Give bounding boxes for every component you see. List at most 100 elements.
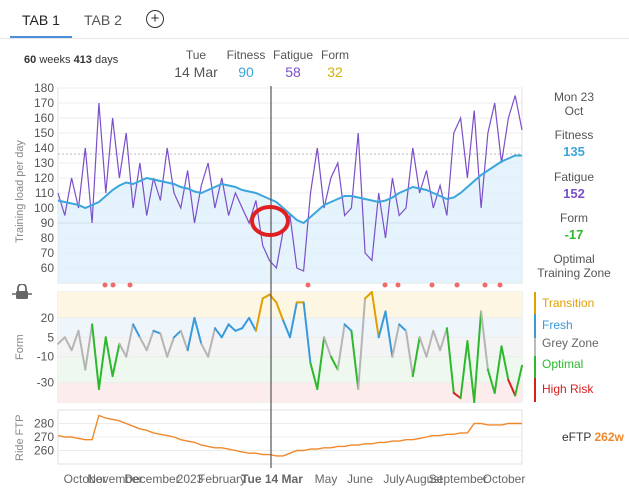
zone-optimal-band: [58, 356, 522, 383]
cursor-fatigue: Fatigue 58: [270, 48, 316, 80]
form-segment: [138, 336, 148, 352]
form-segment: [391, 323, 401, 358]
form-segment: [336, 323, 346, 371]
x-tick-label: June: [347, 472, 373, 486]
form-segment: [132, 323, 141, 339]
form-segment: [445, 327, 455, 394]
form-segment: [166, 336, 175, 358]
form-segment: [507, 379, 517, 397]
form-segment: [179, 329, 189, 352]
form-segment: [186, 316, 196, 352]
cursor-form-label: Form: [321, 48, 349, 62]
form-segment: [261, 293, 271, 300]
y-tick-label: 70: [41, 246, 55, 260]
highlight-circle: [250, 205, 290, 237]
cursor-fitness: Fitness 90: [224, 48, 268, 80]
x-tick-label: 2023: [177, 472, 204, 486]
y-tick-label: 110: [35, 186, 54, 200]
y-tick-label: 280: [34, 417, 54, 431]
y-tick-label: 120: [34, 171, 54, 185]
form-segment: [302, 301, 312, 365]
event-marker: [102, 282, 108, 288]
cursor-fatigue-label: Fatigue: [272, 48, 314, 62]
tab-divider: [0, 38, 629, 39]
tab-1[interactable]: TAB 1: [22, 12, 60, 28]
form-segment: [282, 319, 291, 339]
cursor-date-value: 14 Mar: [174, 64, 218, 80]
y-tick-label: 80: [41, 231, 55, 245]
event-marker: [127, 282, 133, 288]
x-tick-label: December: [124, 472, 179, 486]
event-marker: [395, 282, 401, 288]
zone-fresh-label: Fresh: [542, 318, 573, 332]
plus-circle-icon[interactable]: +: [146, 10, 164, 28]
form-segment: [97, 336, 107, 391]
form-segment: [220, 323, 230, 339]
form-segment: [159, 332, 169, 358]
form-segment: [152, 329, 162, 335]
form-segment: [63, 336, 73, 352]
form-segment: [241, 316, 251, 330]
summary-fatigue: Fatigue 152: [519, 170, 629, 201]
summary-form-label: Form: [560, 211, 588, 225]
days-label: days: [94, 54, 119, 66]
form-segment: [439, 327, 448, 352]
y-tick-label: 260: [34, 444, 54, 458]
form-segment: [350, 329, 360, 391]
cursor-day: Tue: [185, 48, 207, 62]
x-tick-label: November: [87, 472, 142, 486]
form-segment: [398, 323, 407, 332]
tab-bar: TAB 1 TAB 2 +: [0, 0, 629, 40]
date-range-summary: 60 weeks 413 days: [24, 54, 118, 66]
ftp-line: [57, 414, 522, 457]
y-tick-label: 140: [34, 141, 54, 155]
y-tick-label: 270: [34, 430, 54, 444]
y-tick-label: 20: [41, 311, 55, 325]
form-segment: [125, 323, 135, 358]
y-tick-label: 170: [34, 96, 54, 110]
fatigue-line: [57, 95, 523, 272]
zone-optimal-label: Optimal: [542, 357, 584, 371]
eftp-label: eFTP: [562, 430, 592, 444]
form-segment: [384, 310, 394, 358]
form-segment: [486, 368, 496, 394]
summary-day: Mon 23: [553, 90, 595, 104]
form-segment: [370, 291, 380, 339]
lock-icon[interactable]: [12, 283, 32, 300]
summary-form: Form -17: [519, 211, 629, 242]
x-tick-label: August: [405, 472, 443, 486]
form-segment: [473, 310, 483, 403]
cursor-fatigue-value: 58: [285, 64, 301, 80]
zone-highrisk-label: High Risk: [542, 382, 594, 396]
form-segment: [227, 323, 237, 332]
form-segment: [500, 345, 510, 381]
y-tick-label: 60: [41, 261, 55, 275]
eftp-summary: eFTP 262w: [562, 430, 624, 444]
form-segment: [84, 323, 94, 371]
form-segment: [104, 336, 114, 378]
y-tick-label: 130: [34, 156, 54, 170]
cursor-fitness-label: Fitness: [226, 48, 266, 62]
active-tab-indicator: [10, 36, 72, 38]
form-segment: [452, 391, 462, 400]
form-segment: [323, 336, 332, 358]
y-tick-label: 150: [34, 126, 54, 140]
form-segment: [118, 342, 128, 358]
form-segment: [200, 342, 210, 358]
cursor-form-value: 32: [327, 64, 343, 80]
y-tick-label: 160: [34, 111, 54, 125]
form-segment: [207, 327, 216, 358]
event-marker: [305, 282, 311, 288]
form-segment: [173, 329, 182, 339]
y-tick-label: 90: [41, 216, 55, 230]
fitness-line: [57, 154, 522, 225]
form-segment: [411, 336, 421, 378]
zone-grey-band: [58, 337, 522, 357]
x-tick-label: September: [429, 472, 488, 486]
form-segment: [466, 340, 476, 403]
form-segment: [145, 329, 155, 352]
event-marker: [429, 282, 435, 288]
form-segment: [377, 310, 387, 339]
tab-2[interactable]: TAB 2: [84, 12, 122, 28]
